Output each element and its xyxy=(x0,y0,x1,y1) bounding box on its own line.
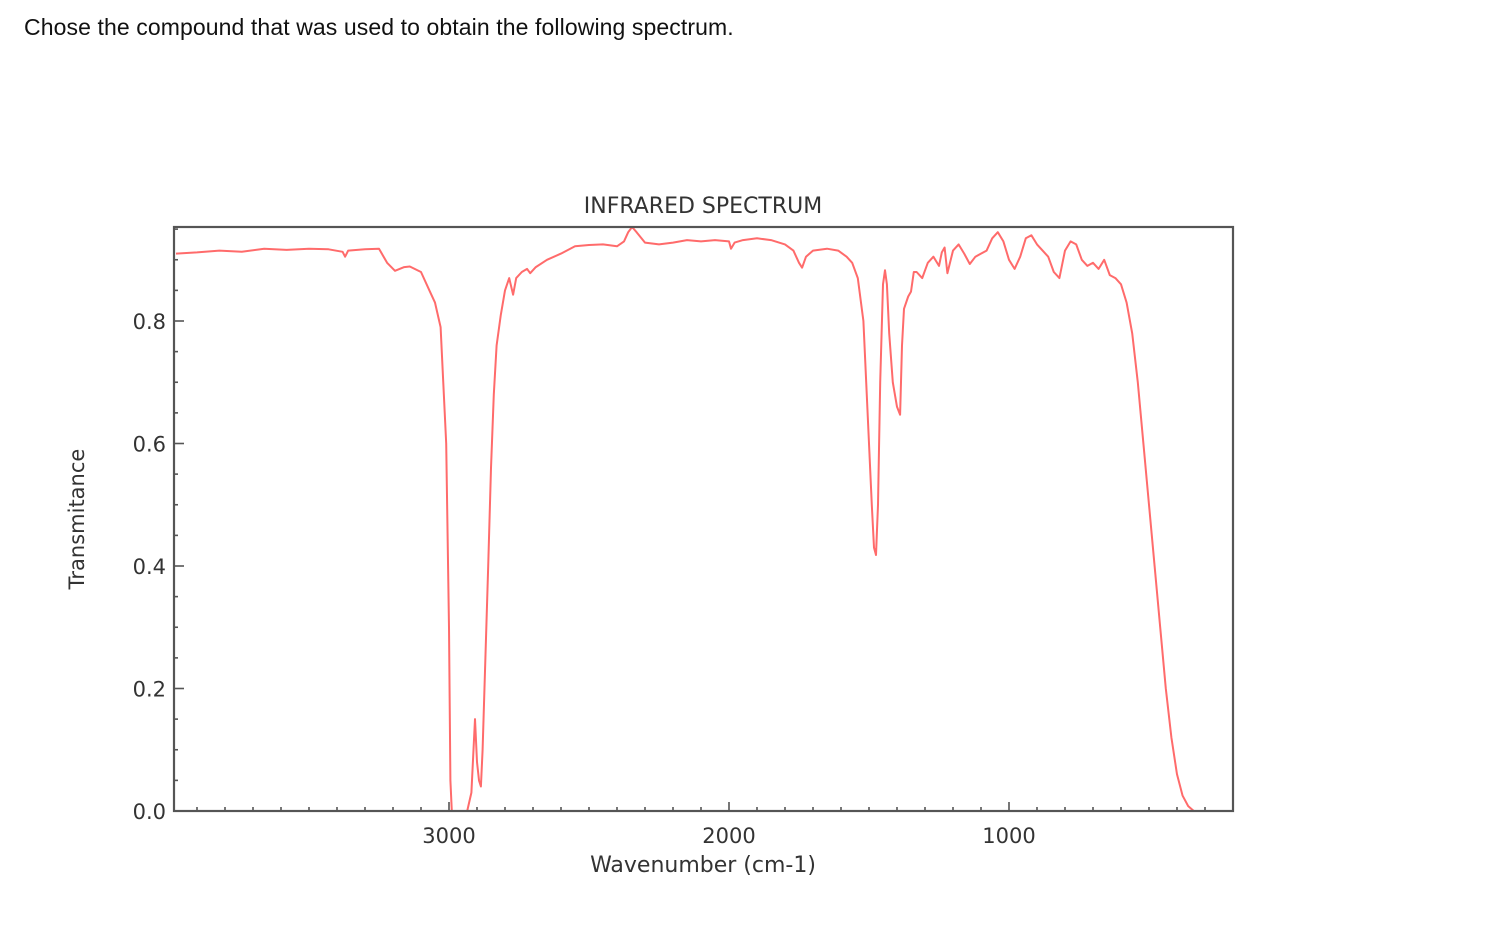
x-tick-label: 1000 xyxy=(982,824,1035,848)
y-tick-label: 0.2 xyxy=(133,678,166,702)
x-tick-label: 2000 xyxy=(702,824,755,848)
spectrum-line xyxy=(175,226,1233,812)
x-axis-label: Wavenumber (cm-1) xyxy=(590,853,816,878)
y-tick-label: 0.0 xyxy=(133,800,166,824)
x-axis-ticks: 3000 2000 1000 xyxy=(196,802,1206,848)
y-tick-label: 0.4 xyxy=(133,555,166,579)
y-tick-label: 0.6 xyxy=(133,433,166,457)
chart-title: INFRARED SPECTRUM xyxy=(584,194,822,219)
y-tick-label: 0.8 xyxy=(133,310,166,334)
y-axis-ticks: 0.0 0.2 0.4 0.6 0.8 xyxy=(133,228,184,824)
x-tick-label: 3000 xyxy=(422,824,475,848)
plot-frame xyxy=(172,225,1235,813)
question-text: Chose the compound that was used to obta… xyxy=(24,14,734,40)
spectrum-path xyxy=(175,226,1233,812)
y-axis-label: Transmitance xyxy=(65,449,89,591)
